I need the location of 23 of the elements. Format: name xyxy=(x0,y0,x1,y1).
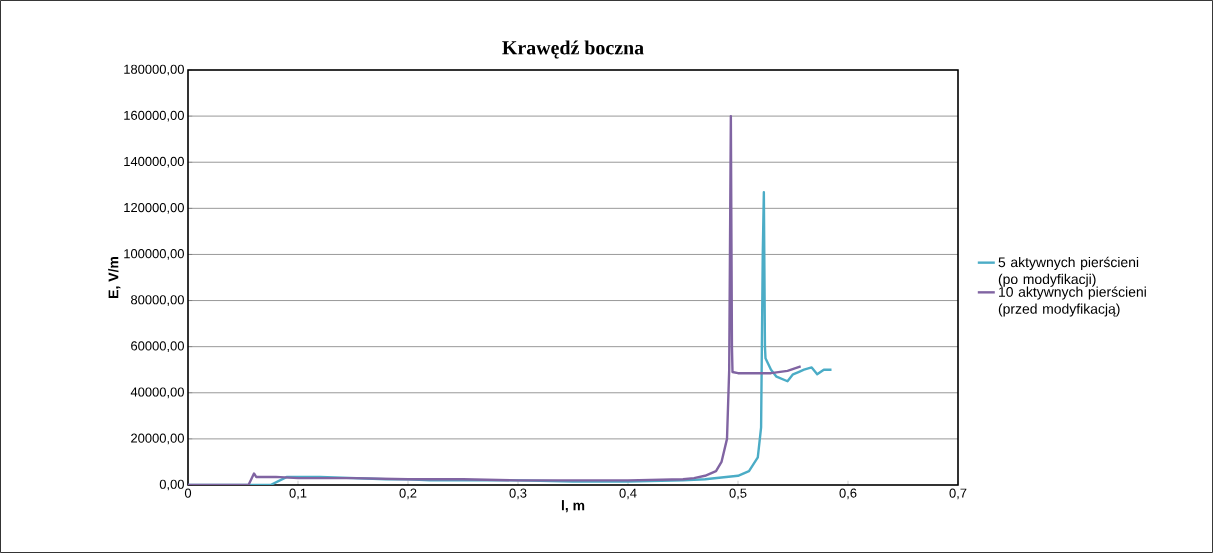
x-tick-label: 0,2 xyxy=(399,488,417,500)
y-tick-label: 60000,00 xyxy=(131,341,184,353)
x-tick-label: 0,3 xyxy=(509,488,527,500)
legend-label: 5 aktywnych pierścieni (po modyfikacji) xyxy=(998,256,1139,287)
x-tick-label: 0,7 xyxy=(949,488,967,500)
y-tick-label: 160000,00 xyxy=(124,110,184,122)
x-tick-label: 0,4 xyxy=(619,488,637,500)
y-tick-label: 120000,00 xyxy=(124,202,184,214)
y-tick-label: 40000,00 xyxy=(130,387,184,399)
legend-label: 10 aktywnych pierścieni (przed modyfikacją) xyxy=(998,286,1146,317)
y-tick-label: 20000,00 xyxy=(131,433,184,445)
y-axis-title: E, V/m xyxy=(108,257,121,298)
y-tick-label: 100000,00 xyxy=(124,249,184,260)
x-tick-label: 0,1 xyxy=(289,488,307,500)
y-tick-label: 80000,00 xyxy=(131,295,184,306)
x-tick-label: 0 xyxy=(184,488,192,498)
x-tick-label: 0,6 xyxy=(839,488,857,500)
x-axis-title: l, m xyxy=(561,500,585,513)
y-tick-label: 180000,00 xyxy=(124,64,184,76)
x-tick-label: 0,5 xyxy=(729,488,747,500)
y-tick-label: 140000,00 xyxy=(124,156,184,168)
chart-title: Krawędź boczna xyxy=(502,40,644,59)
y-tick-label: 0,00 xyxy=(159,479,184,491)
